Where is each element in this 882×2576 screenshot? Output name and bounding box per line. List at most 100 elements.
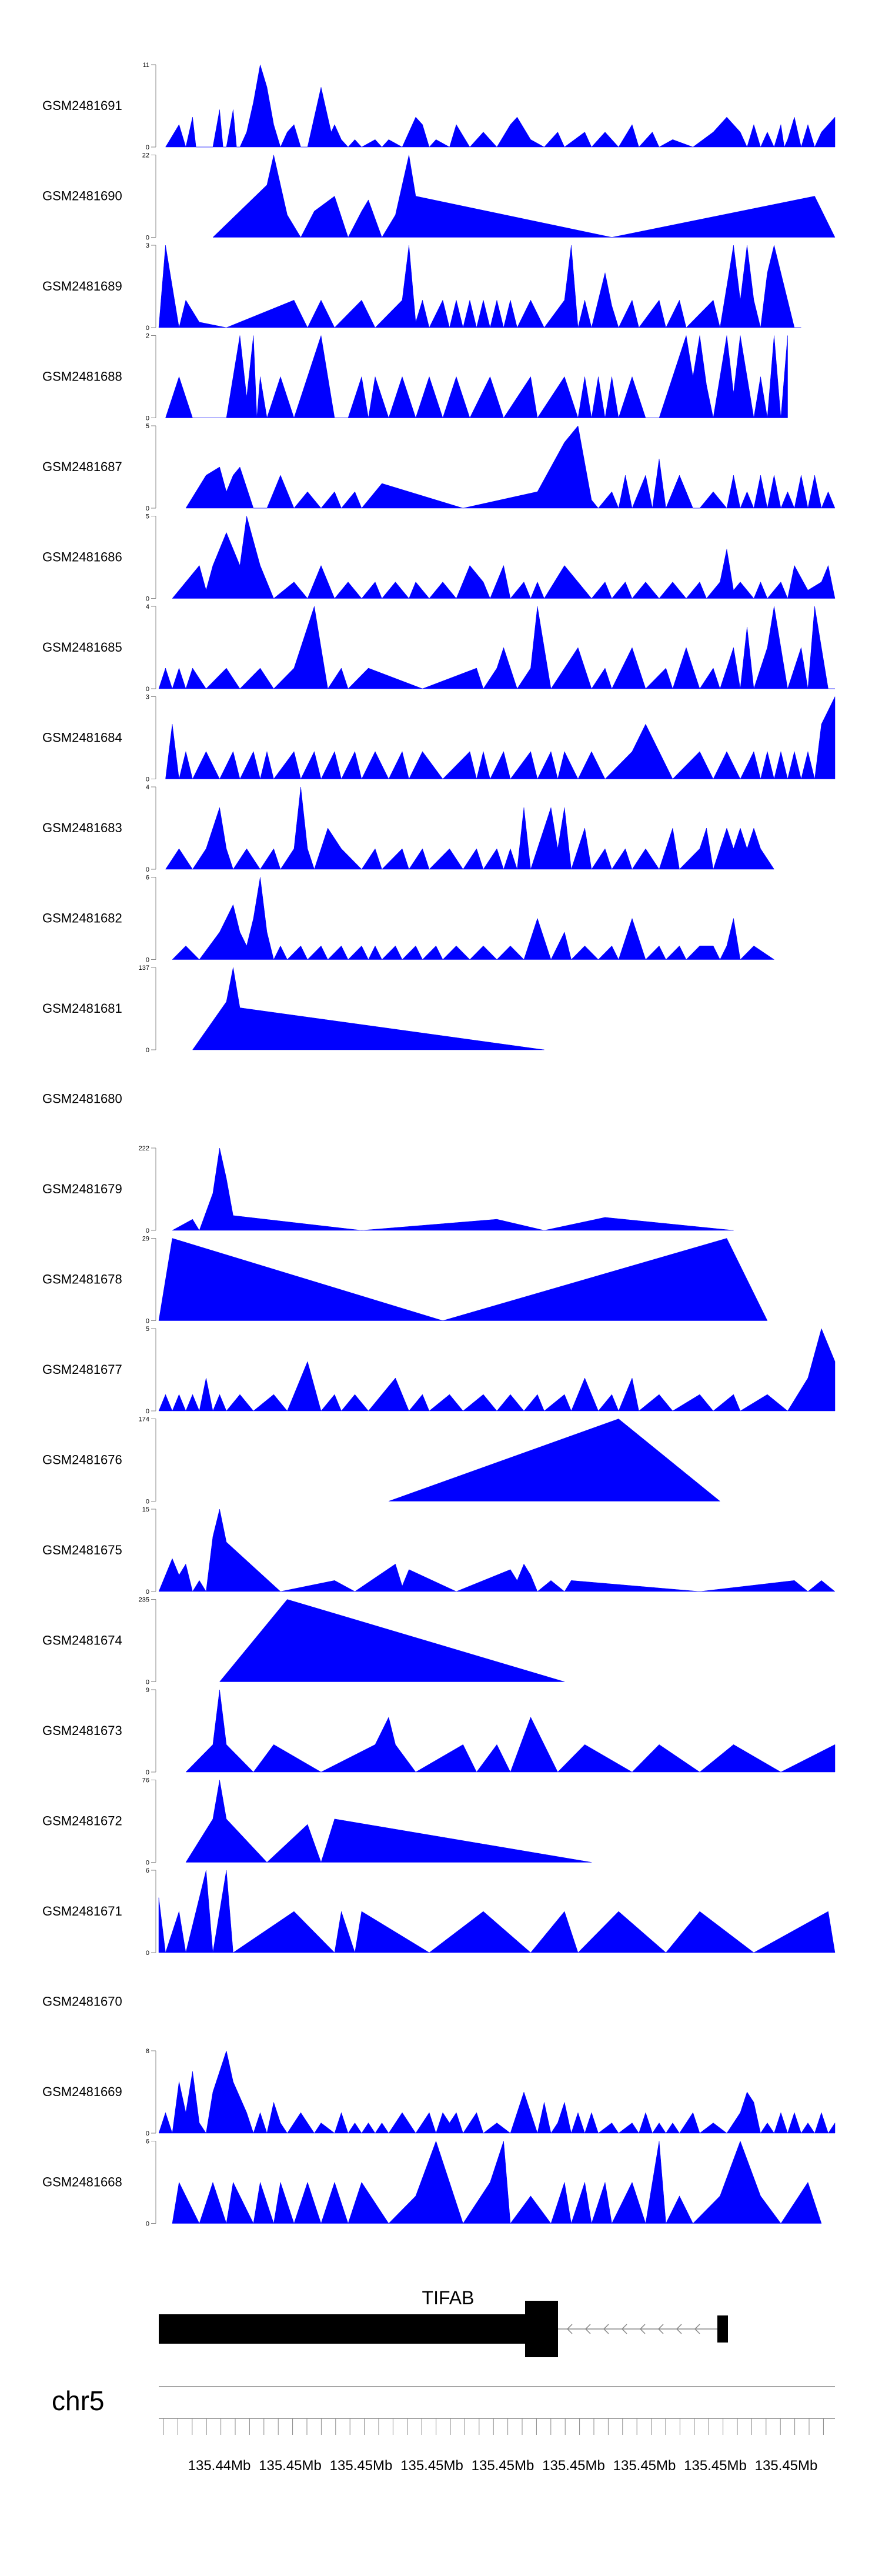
track-signal-area	[165, 786, 774, 870]
track-ymin-label: 0	[146, 505, 149, 512]
track-GSM2481681: GSM2481681 137 0	[42, 965, 544, 1054]
track-GSM2481691: GSM2481691 11 0	[42, 62, 836, 151]
track-GSM2481671: GSM2481671 6 0	[42, 1867, 836, 1957]
axis-position-label: 135.45Mb	[684, 2458, 747, 2474]
track-ymin-label: 0	[146, 686, 149, 693]
track-sample-label: GSM2481670	[42, 1994, 122, 2009]
track-sample-label: GSM2481686	[42, 550, 122, 565]
track-signal-area	[172, 877, 775, 960]
track-GSM2481689: GSM2481689 3 0	[42, 242, 801, 332]
track-sample-label: GSM2481678	[42, 1272, 122, 1287]
track-ymax-label: 76	[142, 1777, 149, 1784]
track-sample-label: GSM2481690	[42, 189, 122, 203]
track-GSM2481668: GSM2481668 6 0	[42, 2138, 822, 2228]
intron-strand-arrows	[566, 2324, 700, 2334]
track-ymax-label: 3	[146, 694, 149, 701]
track-signal-area	[172, 2140, 822, 2224]
track-GSM2481676: GSM2481676 174 0	[42, 1416, 721, 1506]
track-signal-area	[158, 1509, 836, 1592]
track-ymax-label: 222	[139, 1145, 149, 1152]
track-ymin-label: 0	[146, 415, 149, 422]
track-signal-area	[192, 967, 544, 1050]
gene-name-label: TIFAB	[422, 2287, 475, 2308]
track-signal-area	[165, 335, 788, 419]
track-GSM2481679: GSM2481679 222 0	[42, 1145, 734, 1234]
track-ymin-label: 0	[146, 2221, 149, 2228]
track-GSM2481678: GSM2481678 29 0	[42, 1236, 768, 1325]
track-signal-area	[212, 155, 836, 238]
track-sample-label: GSM2481676	[42, 1453, 122, 1467]
track-sample-label: GSM2481688	[42, 369, 122, 384]
track-signal-area	[185, 425, 836, 509]
track-signal-area	[165, 696, 836, 780]
track-signal-area	[165, 64, 836, 148]
track-ymax-label: 5	[146, 423, 149, 430]
track-ymin-label: 0	[146, 1950, 149, 1957]
track-GSM2481686: GSM2481686 5 0	[42, 513, 836, 603]
track-GSM2481684: GSM2481684 3 0	[42, 694, 836, 783]
track-GSM2481683: GSM2481683 4 0	[42, 784, 774, 873]
gene-exon-block-left	[159, 2314, 529, 2344]
track-signal-area	[185, 1780, 592, 1863]
intron-arrow-icon	[621, 2324, 627, 2334]
track-signal-area	[158, 245, 801, 328]
track-ymin-label: 0	[146, 1047, 149, 1054]
axis-position-label: 135.45Mb	[755, 2458, 818, 2474]
track-ymax-label: 4	[146, 784, 149, 791]
track-ymax-label: 5	[146, 513, 149, 520]
track-signal-area	[158, 2050, 836, 2134]
track-GSM2481675: GSM2481675 15 0	[42, 1506, 836, 1596]
track-ymin-label: 0	[146, 1318, 149, 1325]
track-signal-area	[158, 1328, 836, 1412]
track-GSM2481673: GSM2481673 9 0	[42, 1687, 836, 1776]
track-sample-label: GSM2481684	[42, 730, 122, 745]
track-signal-area	[219, 1599, 565, 1682]
intron-arrow-icon	[566, 2324, 573, 2334]
intron-arrow-icon	[603, 2324, 609, 2334]
track-sample-label: GSM2481668	[42, 2175, 122, 2190]
axis-position-label: 135.45Mb	[472, 2458, 534, 2474]
track-GSM2481680: GSM2481680	[42, 1092, 122, 1106]
track-GSM2481674: GSM2481674 235 0	[42, 1597, 565, 1686]
track-ymax-label: 29	[142, 1236, 149, 1243]
gene-model: TIFAB	[159, 2287, 728, 2357]
track-sample-label: GSM2481680	[42, 1092, 122, 1106]
track-signal-area	[388, 1419, 721, 1501]
axis-position-label: 135.45Mb	[542, 2458, 605, 2474]
track-sample-label: GSM2481691	[42, 98, 122, 113]
track-sample-label: GSM2481675	[42, 1543, 122, 1557]
intron-arrow-icon	[694, 2324, 700, 2334]
axis-position-label: 135.45Mb	[613, 2458, 676, 2474]
track-signal-area	[185, 1689, 836, 1773]
track-sample-label: GSM2481671	[42, 1904, 122, 1918]
track-ymax-label: 137	[139, 965, 149, 972]
track-ymin-label: 0	[146, 776, 149, 783]
axis-position-label: 135.45Mb	[330, 2458, 393, 2474]
axis-position-label: 135.45Mb	[259, 2458, 322, 2474]
intron-arrow-icon	[639, 2324, 646, 2334]
track-GSM2481690: GSM2481690 22 0	[42, 152, 836, 242]
track-ymin-label: 0	[146, 957, 149, 964]
track-GSM2481687: GSM2481687 5 0	[42, 423, 836, 512]
track-ymin-label: 0	[146, 596, 149, 603]
gene-exon-block-right	[717, 2315, 728, 2343]
track-ymax-label: 8	[146, 2048, 149, 2055]
track-sample-label: GSM2481689	[42, 279, 122, 293]
track-GSM2481685: GSM2481685 4 0	[42, 603, 835, 693]
track-signal-area	[172, 516, 836, 599]
track-GSM2481677: GSM2481677 5 0	[42, 1326, 836, 1415]
genome-axis: chr5 135.44Mb 135.45Mb 135.45Mb 135.45Mb 135…	[52, 2385, 835, 2474]
axis-position-label: 135.44Mb	[188, 2458, 251, 2474]
track-sample-label: GSM2481681	[42, 1001, 122, 1016]
track-ymin-label: 0	[146, 1589, 149, 1596]
track-ymax-label: 11	[143, 62, 149, 69]
track-ymin-label: 0	[146, 2130, 149, 2137]
track-ymax-label: 6	[146, 1867, 149, 1874]
track-sample-label: GSM2481672	[42, 1814, 122, 1828]
track-GSM2481688: GSM2481688 2 0	[42, 333, 788, 422]
gene-exon-block-wide	[525, 2301, 558, 2357]
track-ymin-label: 0	[146, 1860, 149, 1867]
track-ymax-label: 174	[139, 1416, 149, 1423]
track-signal-area	[172, 1147, 734, 1231]
track-sample-label: GSM2481677	[42, 1362, 122, 1377]
